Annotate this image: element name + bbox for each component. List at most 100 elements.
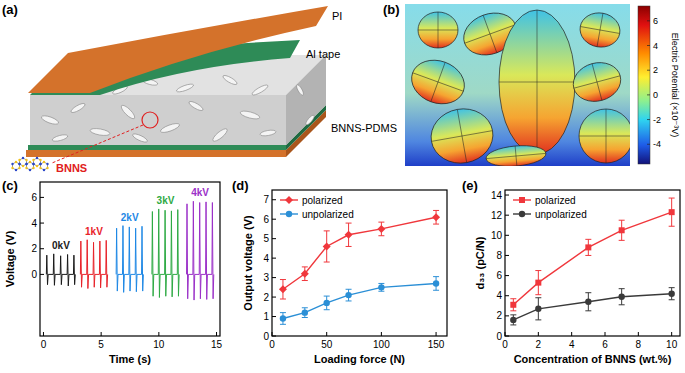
- y-tick-label: 0: [31, 269, 37, 280]
- error-bar: [535, 271, 541, 295]
- x-tick-label: 8: [636, 339, 642, 350]
- bnns-atom: [39, 159, 41, 161]
- error-cap: [585, 239, 591, 240]
- zoom-circle: [142, 112, 158, 128]
- particle-axis: [438, 12, 439, 48]
- error-cap: [302, 307, 308, 308]
- error-bar: [378, 283, 384, 291]
- error-cap: [324, 309, 330, 310]
- x-tick-label: 50: [321, 339, 333, 350]
- error-bar: [585, 293, 591, 311]
- marker: [669, 209, 675, 215]
- particle: [579, 109, 630, 163]
- legend: polarizedunpolarized: [280, 195, 354, 220]
- colorbar-tick: [647, 45, 650, 46]
- error-cap: [324, 230, 330, 231]
- colorbar-tick: [647, 20, 650, 21]
- particle-axis: [431, 62, 445, 101]
- y-tick: [505, 255, 509, 256]
- error-cap: [280, 312, 286, 313]
- error-cap: [324, 262, 330, 263]
- error-cap: [346, 300, 352, 301]
- error-cap: [619, 304, 625, 305]
- particle: [577, 10, 622, 50]
- x-tick-label: 2: [536, 339, 542, 350]
- zoom-line: [52, 125, 143, 163]
- error-bar: [378, 222, 384, 236]
- bnns-atom: [29, 169, 31, 171]
- y-tick: [505, 235, 509, 236]
- marker: [302, 309, 308, 315]
- error-cap: [585, 255, 591, 256]
- legend-label: unpolarized: [302, 209, 354, 220]
- layer-label: PI: [332, 10, 342, 22]
- error-cap: [433, 276, 439, 277]
- bnns-atom: [36, 165, 38, 167]
- marker: [433, 280, 439, 286]
- error-cap: [433, 210, 439, 211]
- bnns-atom: [39, 167, 41, 169]
- error-cap: [510, 314, 516, 315]
- particle: [405, 53, 470, 111]
- error-bar: [433, 210, 439, 224]
- particle-axis: [483, 15, 497, 53]
- bnns-atom: [18, 159, 20, 161]
- bnns-atom: [29, 161, 31, 163]
- bnns-atom: [46, 167, 48, 169]
- x-tick-label: 6: [602, 339, 608, 350]
- error-bar: [302, 267, 308, 281]
- y-tick-label: 4: [31, 218, 37, 229]
- bnns-atom: [25, 163, 27, 165]
- bnns-atom: [36, 157, 38, 159]
- marker: [668, 291, 674, 297]
- y-tick-label: 8: [496, 250, 502, 261]
- panel-label: (b): [383, 2, 400, 17]
- particle-axis: [457, 109, 466, 162]
- particle-outline: [579, 109, 630, 163]
- platelet: [132, 132, 149, 143]
- colorbar-tick: [647, 144, 650, 145]
- y-tick-label: 6: [31, 192, 37, 203]
- error-cap: [585, 292, 591, 293]
- bnns-atom: [25, 163, 27, 165]
- platelet: [70, 102, 86, 114]
- particle: [485, 143, 547, 166]
- marker: [280, 315, 286, 321]
- marker: [377, 225, 385, 233]
- particle-outline: [499, 10, 575, 154]
- colorbar-tick-label: 6: [653, 16, 658, 26]
- panel-label: (e): [462, 178, 478, 193]
- y-tick-label: 4: [263, 253, 269, 264]
- panel-label: (a): [2, 2, 18, 17]
- x-axis-label: Loading force (N): [314, 353, 405, 365]
- error-bar: [324, 296, 330, 310]
- series-line: [46, 254, 75, 286]
- plot-marks: [46, 201, 213, 300]
- error-cap: [280, 279, 286, 280]
- y-axis-label: Voltage (V): [4, 230, 16, 287]
- panel-label: (c): [2, 178, 18, 193]
- error-cap: [510, 324, 516, 325]
- y-tick-label: 12: [491, 210, 503, 221]
- error-cap: [510, 310, 516, 311]
- particle-outline: [577, 10, 622, 50]
- particle-axis: [597, 13, 603, 46]
- series-label: 4kV: [191, 187, 209, 198]
- y-tick-label: 5: [263, 233, 269, 244]
- bnns-atom: [18, 167, 20, 169]
- plot-marks: [279, 210, 440, 324]
- particle: [569, 57, 625, 106]
- colorbar-tick-label: 2: [653, 65, 658, 75]
- legend-marker: [286, 211, 292, 217]
- series-label: 2kV: [121, 212, 139, 223]
- marker: [510, 317, 516, 323]
- bnns-atom: [15, 161, 17, 163]
- y-tick: [505, 315, 509, 316]
- error-cap: [302, 280, 308, 281]
- x-tick-label: 0: [269, 339, 275, 350]
- marker: [585, 244, 591, 250]
- error-cap: [378, 222, 384, 223]
- plot-frame: [505, 190, 680, 336]
- bnns-atom: [32, 159, 34, 161]
- marker: [510, 302, 516, 308]
